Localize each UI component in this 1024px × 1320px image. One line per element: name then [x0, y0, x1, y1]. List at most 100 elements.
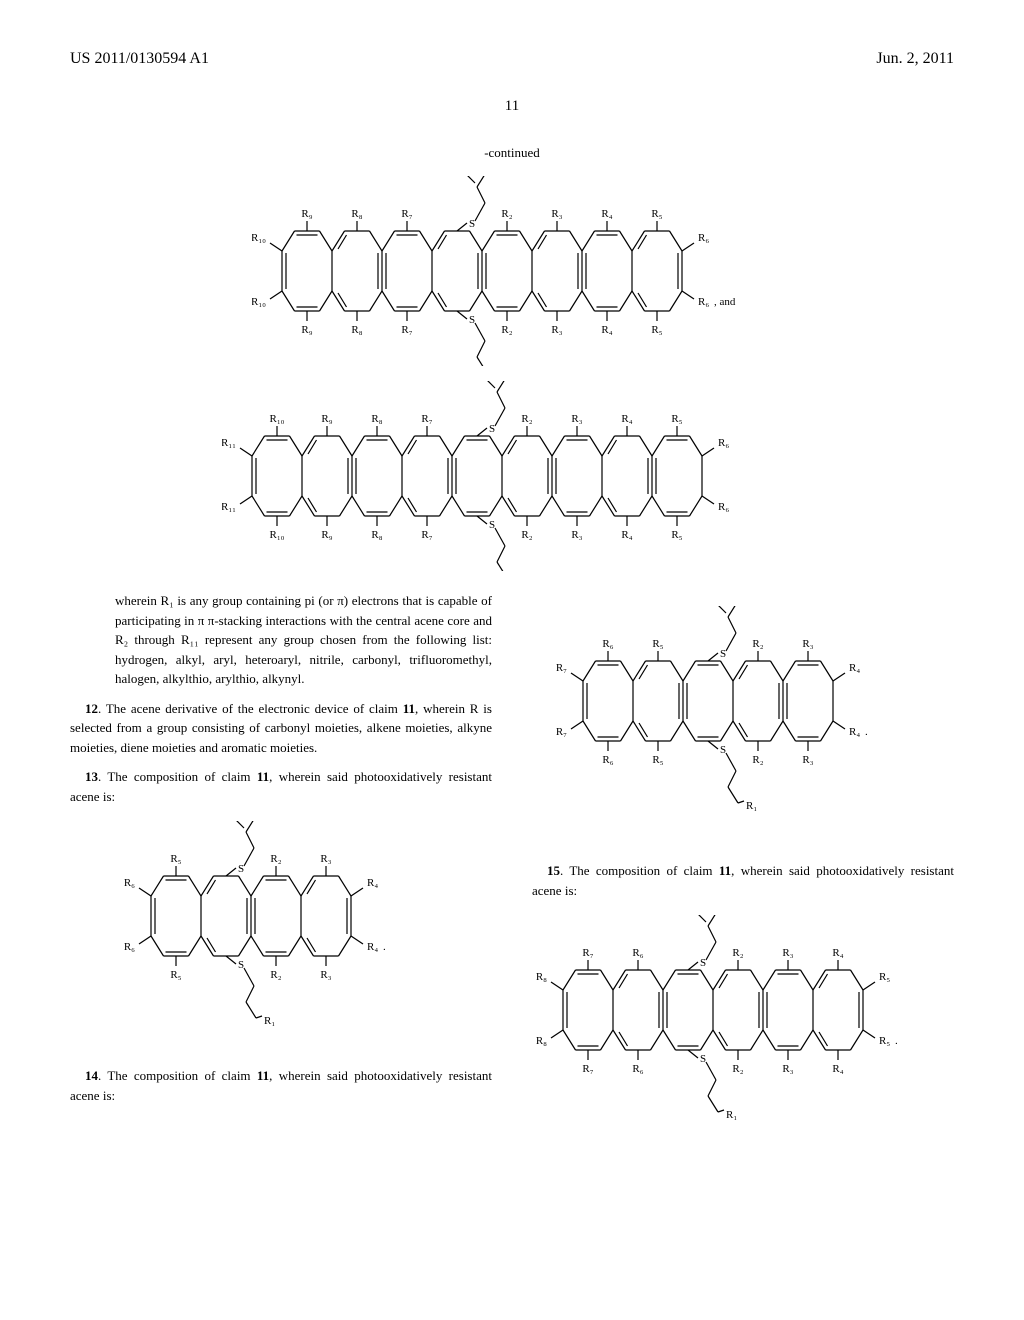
svg-text:R₆: R₆	[632, 947, 643, 959]
svg-text:S: S	[489, 423, 495, 435]
svg-text:R₆: R₆	[602, 754, 613, 766]
svg-text:R₂: R₂	[501, 324, 512, 336]
svg-text:R₆: R₆	[698, 296, 709, 308]
svg-text:R₅: R₅	[651, 324, 662, 336]
svg-text:R₁: R₁	[746, 800, 757, 812]
svg-text:R₈: R₈	[371, 529, 382, 541]
svg-text:R₅: R₅	[879, 1035, 890, 1047]
svg-text:R₇: R₇	[556, 726, 567, 738]
svg-text:R₂: R₂	[521, 413, 532, 425]
svg-text:R₁₁: R₁₁	[222, 501, 236, 513]
claim-12-text: . The acene derivative of the electronic…	[98, 701, 403, 716]
structure-5: R₇R₇R₆R₆SR₁SR₁R₂R₂R₃R₃R₄R₄R₈R₈R₅R₅.	[532, 915, 954, 1145]
page-header: US 2011/0130594 A1 Jun. 2, 2011	[70, 50, 954, 68]
svg-text:R₃: R₃	[320, 969, 331, 981]
left-column: wherein R₁ is any group containing pi (o…	[70, 591, 492, 1160]
svg-text:R₃: R₃	[571, 529, 582, 541]
svg-text:R₈: R₈	[351, 324, 362, 336]
svg-text:R₉: R₉	[301, 208, 312, 220]
claim-15: 15. The composition of claim 11, wherein…	[532, 861, 954, 900]
svg-text:S: S	[469, 314, 475, 326]
svg-text:R₂: R₂	[732, 1063, 743, 1075]
svg-text:, and: , and	[714, 296, 736, 308]
svg-text:R₂: R₂	[270, 853, 281, 865]
svg-text:R₃: R₃	[551, 324, 562, 336]
svg-text:R₆: R₆	[698, 232, 709, 244]
svg-text:R₃: R₃	[320, 853, 331, 865]
svg-text:R₁₁: R₁₁	[222, 437, 236, 449]
svg-text:R₄: R₄	[367, 941, 378, 953]
svg-text:R₂: R₂	[752, 638, 763, 650]
svg-text:R₆: R₆	[602, 638, 613, 650]
svg-text:R₃: R₃	[782, 947, 793, 959]
svg-text:R₄: R₄	[621, 413, 632, 425]
svg-text:S: S	[700, 957, 706, 969]
right-column: R₆ R₆ R₅ R₅ S R₁ S R₁ R₂ R₂ R₃ R₃ R₇ R₇ R₄ R₄. 15. The …	[532, 591, 954, 1160]
claim-13: 13. The composition of claim 11, wherein…	[70, 767, 492, 806]
svg-text:R₄: R₄	[849, 726, 860, 738]
svg-text:R₄: R₄	[601, 208, 612, 220]
claim-15-text: . The composition of claim	[560, 863, 719, 878]
structure-3: R₅R₅SR₁SR₁R₂R₂R₃R₃R₆R₆R₄R₄.	[70, 821, 492, 1051]
svg-text:R₉: R₉	[321, 413, 332, 425]
svg-text:R₁₀: R₁₀	[252, 232, 266, 244]
svg-text:R₆: R₆	[124, 877, 135, 889]
svg-text:R₅: R₅	[651, 208, 662, 220]
svg-text:R₄: R₄	[367, 877, 378, 889]
claim-13-ref: 11	[257, 769, 269, 784]
svg-text:S: S	[720, 744, 726, 756]
svg-text:R₈: R₈	[536, 1035, 547, 1047]
svg-text:R₂: R₂	[270, 969, 281, 981]
claim-14-text: . The composition of claim	[98, 1068, 257, 1083]
svg-text:S: S	[720, 648, 726, 660]
svg-text:S: S	[238, 863, 244, 875]
svg-text:R₈: R₈	[351, 208, 362, 220]
svg-text:R₄: R₄	[849, 662, 860, 674]
svg-text:R₄: R₄	[601, 324, 612, 336]
svg-text:R₁: R₁	[264, 1015, 275, 1027]
svg-text:R₅: R₅	[170, 969, 181, 981]
structure-1: R₉R₉R₈R₈R₇R₇SR₁SR₁R₂R₂R₃R₃R₄R₄R₅R₅R₁₀R₁₀…	[70, 176, 954, 366]
page-number: 11	[70, 98, 954, 115]
claim-13-num: 13	[85, 769, 98, 784]
svg-text:R₄: R₄	[621, 529, 632, 541]
svg-text:R₉: R₉	[321, 529, 332, 541]
claim-13-text: . The composition of claim	[98, 769, 257, 784]
claim-12-ref: 11	[403, 701, 415, 716]
svg-text:R₇: R₇	[421, 529, 432, 541]
svg-text:R₃: R₃	[802, 754, 813, 766]
svg-text:R₆: R₆	[124, 941, 135, 953]
svg-text:R₆: R₆	[632, 1063, 643, 1075]
svg-text:R₁: R₁	[726, 1109, 737, 1121]
svg-text:S: S	[469, 218, 475, 230]
svg-text:R₈: R₈	[371, 413, 382, 425]
svg-text:R₂: R₂	[732, 947, 743, 959]
publication-date: Jun. 2, 2011	[876, 50, 954, 68]
svg-text:R₇: R₇	[556, 662, 567, 674]
svg-text:R₅: R₅	[170, 853, 181, 865]
svg-text:R₇: R₇	[421, 413, 432, 425]
svg-text:R₄: R₄	[832, 1063, 843, 1075]
svg-text:.: .	[895, 1035, 898, 1047]
svg-text:R₃: R₃	[551, 208, 562, 220]
svg-text:.: .	[865, 726, 868, 738]
svg-text:R₂: R₂	[752, 754, 763, 766]
claim-12: 12. The acene derivative of the electron…	[70, 699, 492, 758]
svg-text:R₇: R₇	[582, 947, 593, 959]
svg-text:R₉: R₉	[301, 324, 312, 336]
svg-text:R₆: R₆	[718, 501, 729, 513]
svg-text:R₃: R₃	[571, 413, 582, 425]
wherein-text: wherein R₁ is any group containing pi (o…	[115, 591, 492, 689]
claim-15-ref: 11	[719, 863, 731, 878]
claim-15-num: 15	[547, 863, 560, 878]
svg-text:R₆: R₆	[718, 437, 729, 449]
claim-14-num: 14	[85, 1068, 98, 1083]
svg-text:R₇: R₇	[582, 1063, 593, 1075]
svg-text:R₇: R₇	[401, 324, 412, 336]
svg-text:R₅: R₅	[652, 754, 663, 766]
svg-text:R₁₀: R₁₀	[269, 413, 284, 425]
svg-text:R₅: R₅	[671, 413, 682, 425]
svg-text:R₅: R₅	[671, 529, 682, 541]
continued-label: -continued	[70, 145, 954, 161]
claim-14-ref: 11	[257, 1068, 269, 1083]
